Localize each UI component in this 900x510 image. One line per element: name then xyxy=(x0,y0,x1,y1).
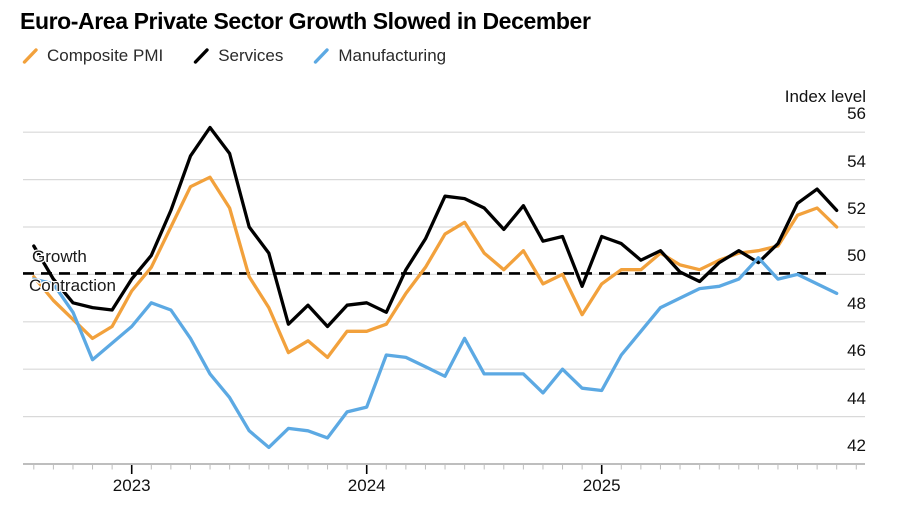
line-swatch-icon xyxy=(22,48,38,64)
y-axis-tick-label: 42 xyxy=(847,436,866,455)
chart-title: Euro-Area Private Sector Growth Slowed i… xyxy=(20,8,591,34)
y-axis-title: Index level xyxy=(784,87,866,106)
x-axis-year-label: 2025 xyxy=(582,476,621,495)
y-axis-tick-label: 52 xyxy=(847,199,866,218)
y-axis-tick-label: 54 xyxy=(847,151,866,171)
legend-label: Manufacturing xyxy=(338,46,447,65)
y-axis-tick-label: 44 xyxy=(847,388,866,408)
chart-legend: Composite PMI Services Manufacturing xyxy=(22,46,446,66)
y-axis-tick-label: 46 xyxy=(847,341,866,361)
x-axis-year-label: 2023 xyxy=(112,476,151,495)
legend-label: Composite PMI xyxy=(47,46,164,65)
services-line xyxy=(32,125,839,329)
y-axis-tick-label: 50 xyxy=(847,246,866,266)
legend-label: Services xyxy=(218,46,284,65)
composite-pmi-line xyxy=(32,175,839,360)
manufacturing-line xyxy=(32,256,839,450)
growth-label: Growth xyxy=(32,247,87,266)
legend-item-manufacturing: Manufacturing xyxy=(313,46,446,66)
contraction-label: Contraction xyxy=(29,276,116,295)
x-axis-year-label: 2024 xyxy=(347,476,386,495)
line-swatch-icon xyxy=(314,48,330,64)
legend-item-services: Services xyxy=(193,46,283,66)
legend-item-composite-pmi: Composite PMI xyxy=(22,46,163,66)
line-swatch-icon xyxy=(194,48,209,64)
y-axis-tick-label: 56 xyxy=(847,104,866,124)
y-axis-tick-label: 48 xyxy=(847,293,866,313)
